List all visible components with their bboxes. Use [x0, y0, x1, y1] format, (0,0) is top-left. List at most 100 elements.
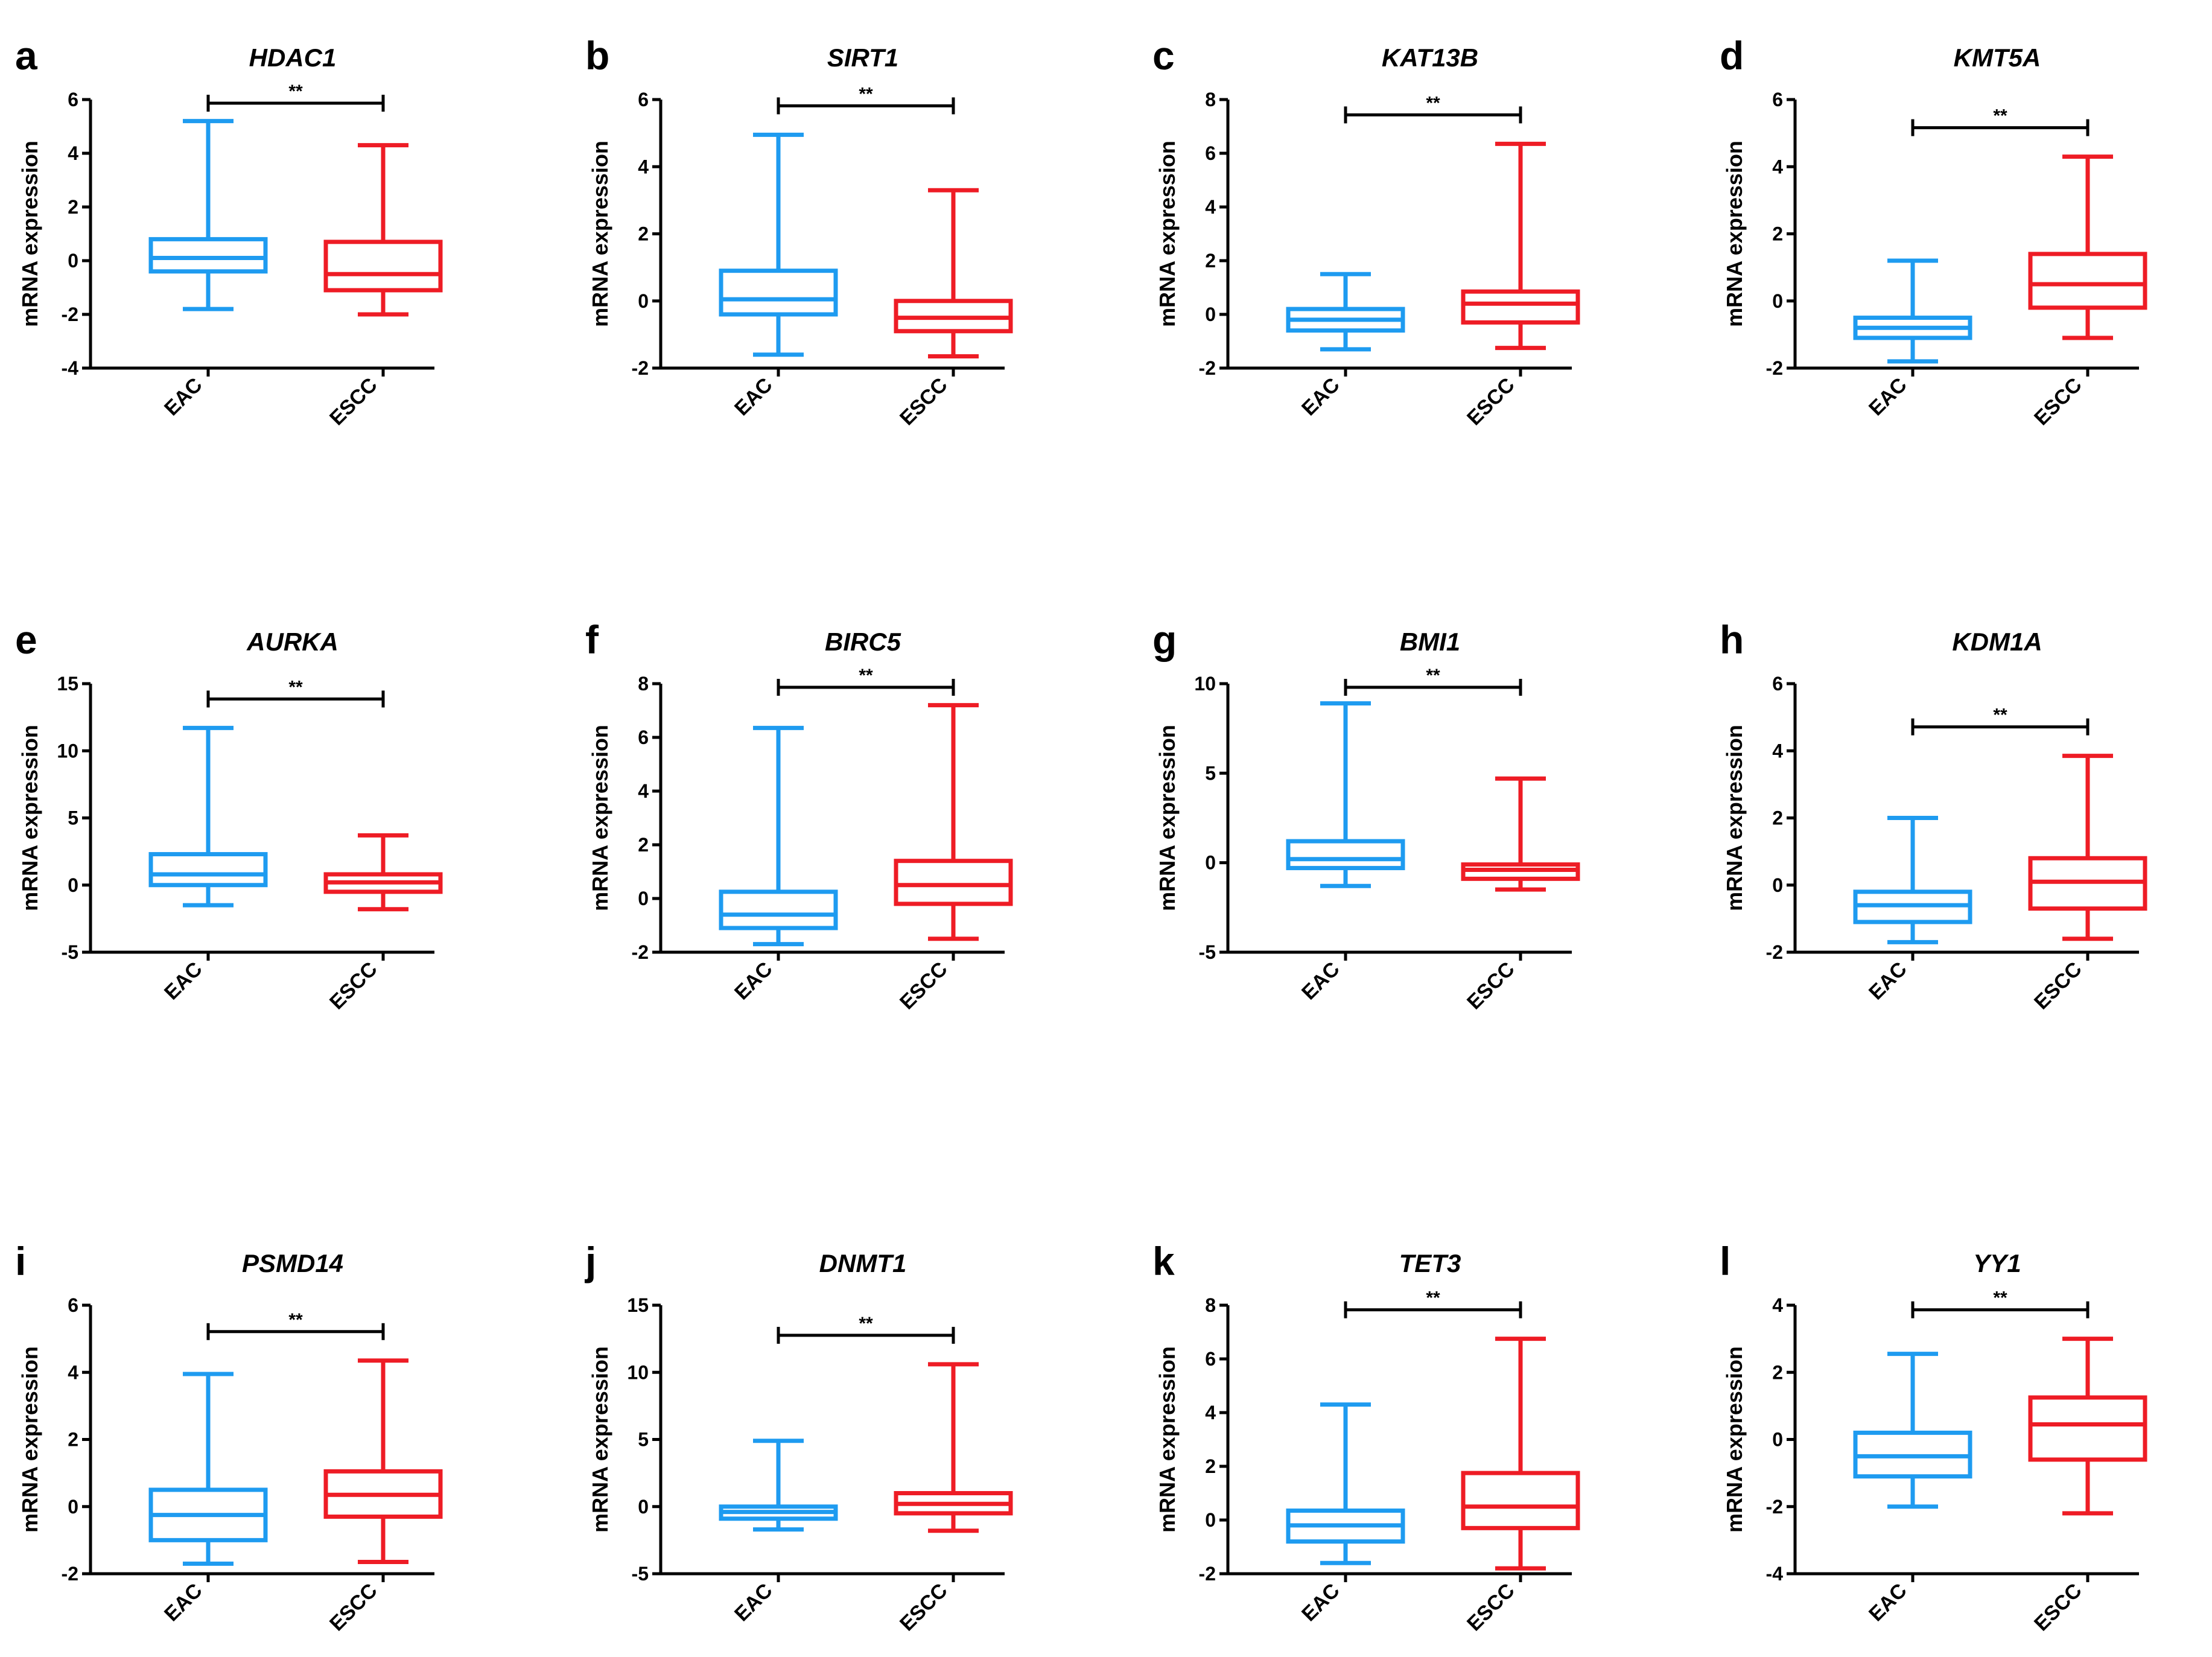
x-tick-label-escc: ESCC [1463, 1579, 1519, 1636]
y-tick-label: 6 [1205, 142, 1216, 164]
gene-title: SIRT1 [827, 43, 898, 72]
y-tick-label: -5 [632, 1563, 649, 1585]
gene-title: BIRC5 [825, 628, 901, 656]
y-tick-label: 10 [1194, 673, 1216, 695]
y-tick-label: 0 [1205, 852, 1216, 874]
panel-g: g BMI1 mRNA expression -5 0 5 10 EAC ESCC ** [1152, 617, 1580, 1014]
y-tick-label: 0 [638, 290, 649, 312]
y-tick-label: 4 [68, 1361, 78, 1383]
y-tick-label: 4 [638, 780, 649, 802]
y-tick-label: -2 [1766, 1496, 1783, 1518]
y-axis-label: mRNA expression [588, 725, 612, 911]
box-eac [719, 725, 838, 947]
box-iqr [323, 240, 443, 293]
panel-k: k TET3 mRNA expression -2 0 2 4 6 8 EAC ESCC ** [1152, 1239, 1580, 1636]
box-iqr [148, 852, 268, 888]
y-tick-label: 2 [68, 196, 78, 218]
panel-i: i PSMD14 mRNA expression -2 0 2 4 6 EAC ESCC ** [15, 1239, 443, 1635]
box-iqr [1286, 839, 1405, 871]
significance-label: ** [1993, 106, 2007, 126]
y-tick-label: 5 [1205, 762, 1216, 784]
box-escc [323, 833, 443, 912]
y-tick-label: 4 [1772, 740, 1783, 762]
box-eac [1853, 1352, 1972, 1509]
y-tick-label: 10 [57, 740, 78, 762]
gene-title: AURKA [246, 628, 338, 656]
gene-title: YY1 [1973, 1249, 2021, 1277]
box-escc [894, 188, 1013, 359]
box-escc [1461, 776, 1580, 892]
y-tick-label: -2 [1199, 357, 1216, 379]
y-axis-label: mRNA expression [588, 1346, 612, 1533]
gene-title: BMI1 [1400, 628, 1460, 656]
y-tick-label: 2 [1772, 1361, 1783, 1383]
box-iqr [1461, 289, 1580, 325]
box-iqr [2028, 1395, 2147, 1462]
panel-letter: f [585, 617, 599, 662]
panel-letter: a [15, 33, 38, 78]
significance-label: ** [1993, 1288, 2007, 1308]
y-tick-label: 4 [638, 156, 649, 177]
box-escc [323, 1358, 443, 1565]
y-tick-label: 2 [1772, 223, 1783, 245]
y-tick-label: 2 [1205, 1455, 1216, 1477]
y-axis-label: mRNA expression [1722, 1346, 1747, 1533]
panel-letter: g [1152, 617, 1177, 662]
gene-title: HDAC1 [249, 43, 337, 72]
y-tick-label: 8 [638, 673, 649, 695]
box-iqr [2028, 252, 2147, 310]
x-tick-label-escc: ESCC [895, 958, 952, 1014]
x-tick-label-eac: EAC [1864, 1579, 1912, 1626]
y-tick-label: 2 [68, 1429, 78, 1451]
y-tick-label: 6 [68, 1294, 78, 1316]
x-tick-label-escc: ESCC [325, 958, 382, 1014]
panel-j: j DNMT1 mRNA expression -5 0 5 10 15 EAC ESCC ** [584, 1239, 1013, 1636]
significance-label: ** [859, 1314, 873, 1334]
y-tick-label: -2 [62, 304, 78, 325]
y-axis-label: mRNA expression [17, 141, 42, 327]
y-tick-label: 4 [68, 142, 78, 164]
gene-title: KMT5A [1954, 43, 2041, 72]
x-tick-label-escc: ESCC [895, 1579, 952, 1636]
box-escc [2028, 154, 2147, 340]
y-tick-label: 8 [1205, 89, 1216, 110]
y-tick-label: 15 [57, 673, 78, 695]
x-tick-label-escc: ESCC [2030, 1579, 2086, 1636]
y-tick-label: 5 [638, 1429, 649, 1451]
y-tick-label: -2 [632, 357, 649, 379]
panel-b: b SIRT1 mRNA expression -2 0 2 4 6 EAC ESCC ** [585, 33, 1013, 430]
y-axis-label: mRNA expression [1155, 1346, 1180, 1533]
y-tick-label: 4 [1205, 196, 1216, 218]
box-eac [719, 132, 838, 357]
box-escc [323, 143, 443, 317]
y-axis-label: mRNA expression [17, 1346, 42, 1533]
x-tick-label-escc: ESCC [895, 374, 952, 430]
significance-label: ** [1426, 666, 1440, 685]
x-tick-label-escc: ESCC [325, 374, 382, 430]
box-escc [2028, 754, 2147, 941]
y-tick-label: -2 [1766, 357, 1783, 379]
panel-letter: l [1720, 1239, 1731, 1283]
y-tick-label: 4 [1772, 1294, 1783, 1316]
panel-letter: e [15, 617, 37, 662]
box-eac [1286, 272, 1405, 352]
panel-f: f BIRC5 mRNA expression -2 0 2 4 6 8 EAC ESCC ** [585, 617, 1013, 1014]
gene-title: TET3 [1399, 1249, 1461, 1277]
y-tick-label: -5 [1199, 941, 1216, 963]
box-eac [148, 1372, 268, 1566]
y-tick-label: 6 [1772, 673, 1783, 695]
panel-letter: j [584, 1239, 596, 1283]
y-tick-label: -2 [1199, 1563, 1216, 1585]
significance-label: ** [1993, 705, 2007, 725]
y-tick-label: -2 [62, 1563, 78, 1585]
y-axis-label: mRNA expression [17, 725, 42, 911]
box-iqr [719, 269, 838, 317]
x-tick-label-eac: EAC [1864, 958, 1912, 1005]
y-tick-label: 6 [1772, 89, 1783, 110]
box-iqr [894, 859, 1013, 906]
gene-title: KDM1A [1952, 628, 2042, 656]
x-tick-label-escc: ESCC [2030, 958, 2086, 1014]
box-eac [719, 1439, 838, 1532]
y-tick-label: 0 [68, 874, 78, 896]
